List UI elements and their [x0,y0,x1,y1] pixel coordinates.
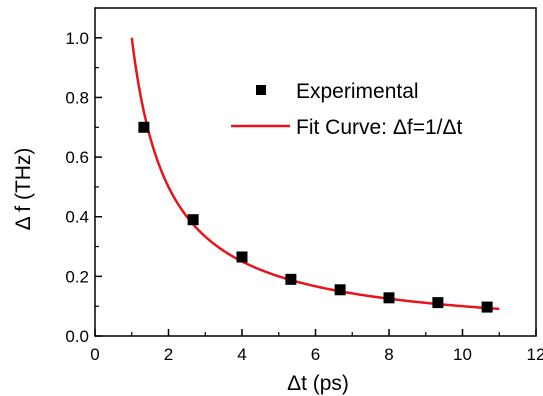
legend-experimental-marker [256,85,266,95]
x-tick-label: 10 [453,345,472,364]
fit-curve-line [130,37,500,311]
legend-experimental-label: Experimental [296,80,419,103]
x-tick-label: 6 [311,345,320,364]
x-tick-label: 4 [237,345,246,364]
data-point [187,214,199,226]
data-point [432,297,444,309]
legend: Experimental Fit Curve: Δf=1/Δt [231,80,463,139]
data-points-layer [138,121,493,313]
data-point [138,121,150,133]
y-tick-label: 1.0 [65,29,89,48]
y-tick-label: 0.0 [65,327,89,346]
fit-curve-layer [130,37,500,311]
data-point [383,292,395,304]
x-tick-label: 12 [527,345,543,364]
y-axis-label: Δ f (THz) [12,148,35,231]
axis-ticks: 0 2 4 6 8 10 12 0.0 0.2 0.4 0.6 0.8 1.0 [65,7,543,364]
data-point [481,301,493,313]
data-point [236,251,248,263]
y-tick-label: 0.4 [65,208,89,227]
y-tick-label: 0.2 [65,267,89,286]
data-point [285,273,297,285]
x-axis-label: Δt (ps) [287,372,349,395]
x-tick-label: 0 [90,345,99,364]
data-point [334,284,346,296]
legend-fit-label: Fit Curve: Δf=1/Δt [296,116,463,139]
y-tick-label: 0.8 [65,88,89,107]
y-tick-label: 0.6 [65,148,89,167]
x-tick-label: 8 [384,345,393,364]
x-tick-label: 2 [164,345,173,364]
